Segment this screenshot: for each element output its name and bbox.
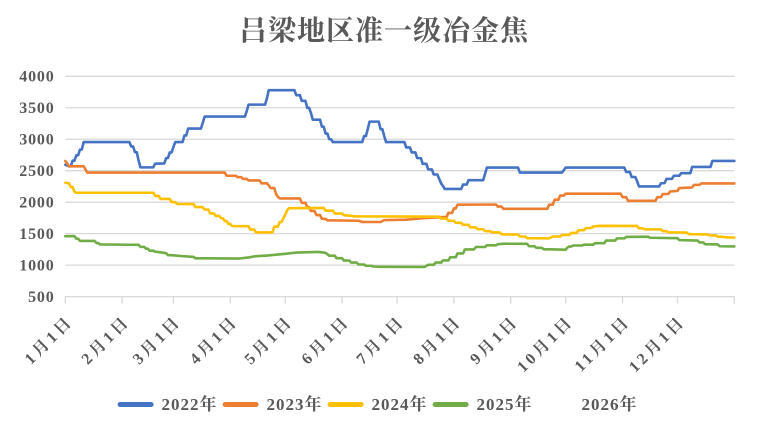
svg-text:500: 500 [28, 289, 54, 306]
svg-text:2023年: 2023年 [267, 394, 323, 414]
svg-text:3500: 3500 [19, 100, 54, 117]
svg-text:10月1日: 10月1日 [514, 312, 578, 376]
svg-text:2000: 2000 [19, 194, 54, 211]
svg-text:2022年: 2022年 [162, 394, 218, 414]
svg-text:2024年: 2024年 [372, 394, 428, 414]
svg-text:2026年: 2026年 [582, 394, 638, 414]
svg-text:吕梁地区准一级冶金焦: 吕梁地区准一级冶金焦 [239, 14, 530, 47]
svg-text:7月1日: 7月1日 [353, 312, 409, 368]
svg-text:1000: 1000 [19, 257, 54, 274]
svg-text:3月1日: 3月1日 [129, 312, 185, 368]
svg-text:1月1日: 1月1日 [21, 312, 77, 368]
svg-text:4000: 4000 [19, 69, 54, 86]
svg-text:9月1日: 9月1日 [466, 312, 522, 368]
svg-text:1500: 1500 [19, 226, 54, 243]
svg-text:2025年: 2025年 [477, 394, 533, 414]
svg-text:11月1日: 11月1日 [571, 312, 634, 375]
svg-text:8月1日: 8月1日 [410, 312, 466, 368]
svg-text:4月1日: 4月1日 [186, 312, 242, 368]
svg-text:6月1日: 6月1日 [298, 312, 354, 368]
svg-text:12月1日: 12月1日 [625, 312, 689, 376]
svg-text:2500: 2500 [19, 163, 54, 180]
svg-text:2月1日: 2月1日 [78, 312, 134, 368]
svg-text:3000: 3000 [19, 131, 54, 148]
svg-text:5月1日: 5月1日 [241, 312, 297, 368]
